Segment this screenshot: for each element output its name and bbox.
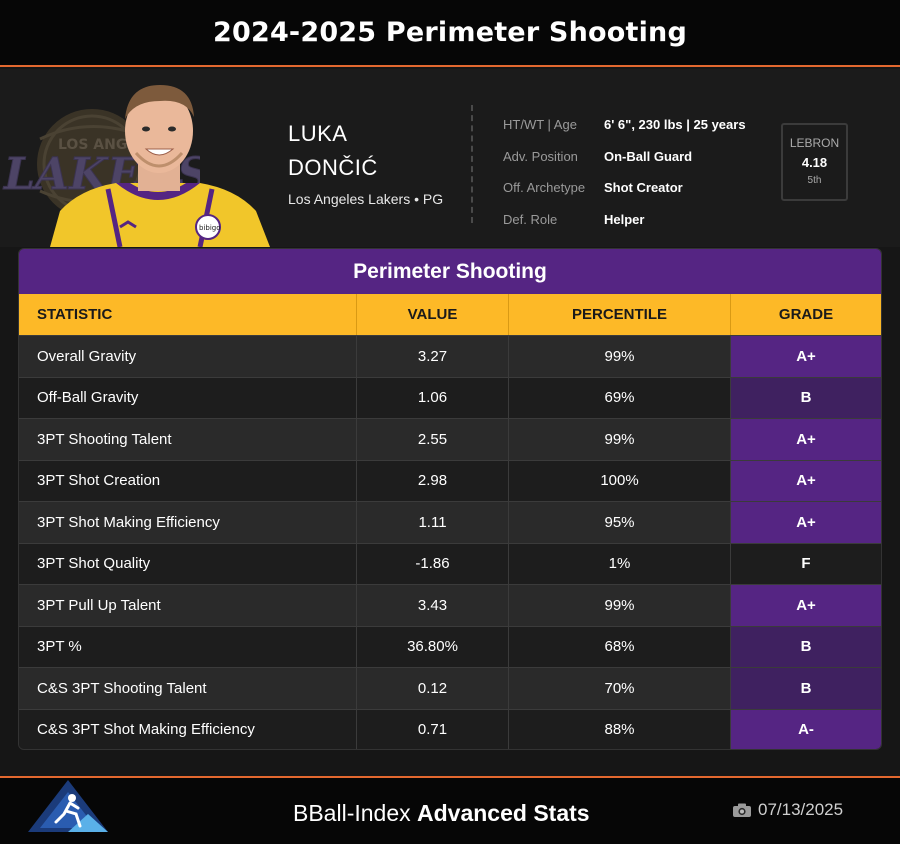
info-row-off-archetype: Off. Archetype Shot Creator <box>503 172 773 204</box>
stat-value-cell: 3.27 <box>357 336 509 377</box>
player-headshot: bibigo <box>50 85 270 247</box>
stat-percentile-cell: 69% <box>509 377 731 418</box>
table-row: 3PT Pull Up Talent 3.43 99% A+ <box>19 584 881 626</box>
column-header-percentile: PERCENTILE <box>509 294 731 335</box>
table-body: Overall Gravity 3.27 99% A+ Off-Ball Gravity… <box>19 335 881 749</box>
brand-name: BBall-Index <box>293 800 411 826</box>
svg-text:bibigo: bibigo <box>199 224 221 232</box>
stat-grade-cell: B <box>731 377 881 418</box>
stat-grade-cell: A+ <box>731 419 881 460</box>
stat-percentile-cell: 99% <box>509 585 731 626</box>
stat-value-cell: 0.12 <box>357 668 509 709</box>
stat-value-cell: 2.55 <box>357 419 509 460</box>
table-row: 3PT Shooting Talent 2.55 99% A+ <box>19 418 881 460</box>
player-hero: LOS ANGELES LAKERS bibigo LUKA DONČIĆ Lo… <box>0 69 900 247</box>
info-value: Helper <box>604 211 645 227</box>
bball-index-logo <box>28 780 108 832</box>
stat-value-cell: 1.11 <box>357 502 509 543</box>
stat-value-cell: 0.71 <box>357 709 509 749</box>
player-name-block: LUKA DONČIĆ Los Angeles Lakers • PG <box>288 117 443 207</box>
table-row: C&S 3PT Shooting Talent 0.12 70% B <box>19 667 881 709</box>
info-label: Off. Archetype <box>503 180 586 196</box>
footer-brand: BBall-Index Advanced Stats <box>293 800 590 827</box>
player-info-list: HT/WT | Age 6' 6", 230 lbs | 25 years Ad… <box>503 109 773 235</box>
table-row: 3PT Shot Making Efficiency 1.11 95% A+ <box>19 501 881 543</box>
stat-value-cell: 2.98 <box>357 460 509 501</box>
stat-percentile-cell: 95% <box>509 502 731 543</box>
stat-name-cell: C&S 3PT Shooting Talent <box>19 668 357 709</box>
player-team-position: Los Angeles Lakers • PG <box>288 191 444 207</box>
table-row: Overall Gravity 3.27 99% A+ <box>19 335 881 377</box>
page-title: 2024-2025 Perimeter Shooting <box>212 17 688 48</box>
stat-name-cell: 3PT Pull Up Talent <box>19 585 357 626</box>
stats-card-title: Perimeter Shooting <box>19 249 881 294</box>
table-row: 3PT % 36.80% 68% B <box>19 625 881 667</box>
stat-name-cell: 3PT Shooting Talent <box>19 419 357 460</box>
lebron-value: 4.18 <box>801 155 828 170</box>
stat-grade-cell: A+ <box>731 585 881 626</box>
camera-icon <box>733 803 751 817</box>
info-value: Shot Creator <box>604 180 683 196</box>
stat-name-cell: C&S 3PT Shot Making Efficiency <box>19 709 357 749</box>
stat-grade-cell: A+ <box>731 502 881 543</box>
table-header: STATISTIC VALUE PERCENTILE GRADE <box>19 294 881 335</box>
stat-percentile-cell: 88% <box>509 709 731 749</box>
info-row-def-role: Def. Role Helper <box>503 204 773 236</box>
column-header-grade: GRADE <box>778 306 834 323</box>
stat-grade-cell: B <box>731 626 881 667</box>
column-header-statistic: STATISTIC <box>19 294 357 335</box>
info-label: HT/WT | Age <box>503 117 577 133</box>
table-row: 3PT Shot Creation 2.98 100% A+ <box>19 459 881 501</box>
footer: BBall-Index Advanced Stats 07/13/2025 <box>0 776 900 844</box>
stat-value-cell: 1.06 <box>357 377 509 418</box>
stat-percentile-cell: 68% <box>509 626 731 667</box>
stat-percentile-cell: 100% <box>509 460 731 501</box>
brand-suffix: Advanced Stats <box>417 800 590 826</box>
title-bar: 2024-2025 Perimeter Shooting <box>0 0 900 67</box>
info-row-adv-position: Adv. Position On-Ball Guard <box>503 141 773 173</box>
stat-name-cell: 3PT % <box>19 626 357 667</box>
date-text: 07/13/2025 <box>758 800 844 819</box>
stats-card: Perimeter Shooting STATISTIC VALUE PERCE… <box>18 248 882 750</box>
stat-grade-cell: F <box>731 543 881 584</box>
table-row: C&S 3PT Shot Making Efficiency 0.71 88% A- <box>19 708 881 749</box>
player-last-name: DONČIĆ <box>288 155 378 180</box>
stat-percentile-cell: 99% <box>509 419 731 460</box>
info-label: Adv. Position <box>503 148 578 164</box>
stat-value-cell: 36.80% <box>357 626 509 667</box>
lebron-label: LEBRON <box>789 136 840 150</box>
stat-name-cell: Off-Ball Gravity <box>19 377 357 418</box>
table-row: 3PT Shot Quality -1.86 1% F <box>19 542 881 584</box>
stat-grade-cell: A+ <box>731 460 881 501</box>
stat-name-cell: 3PT Shot Quality <box>19 543 357 584</box>
info-value: On-Ball Guard <box>604 148 693 164</box>
stat-percentile-cell: 1% <box>509 543 731 584</box>
stat-grade-cell: B <box>731 668 881 709</box>
stat-name-cell: 3PT Shot Creation <box>19 460 357 501</box>
stat-value-cell: 3.43 <box>357 585 509 626</box>
lebron-rating-box: LEBRON 4.18 5th <box>781 123 848 201</box>
stat-name-cell: 3PT Shot Making Efficiency <box>19 502 357 543</box>
lebron-rank: 5th <box>807 175 822 186</box>
stat-value-cell: -1.86 <box>357 543 509 584</box>
info-label: Def. Role <box>503 211 558 227</box>
footer-date: 07/13/2025 <box>732 800 843 820</box>
stat-name-cell: Overall Gravity <box>19 336 357 377</box>
stat-grade-cell: A+ <box>731 336 881 377</box>
stat-percentile-cell: 99% <box>509 336 731 377</box>
column-header-value: VALUE <box>357 294 509 335</box>
info-value: 6' 6", 230 lbs | 25 years <box>604 117 746 133</box>
info-row-height-weight-age: HT/WT | Age 6' 6", 230 lbs | 25 years <box>503 109 773 141</box>
stat-percentile-cell: 70% <box>509 668 731 709</box>
table-row: Off-Ball Gravity 1.06 69% B <box>19 376 881 418</box>
stat-grade-cell: A- <box>731 709 881 749</box>
divider <box>471 105 473 223</box>
player-first-name: LUKA <box>288 121 348 146</box>
